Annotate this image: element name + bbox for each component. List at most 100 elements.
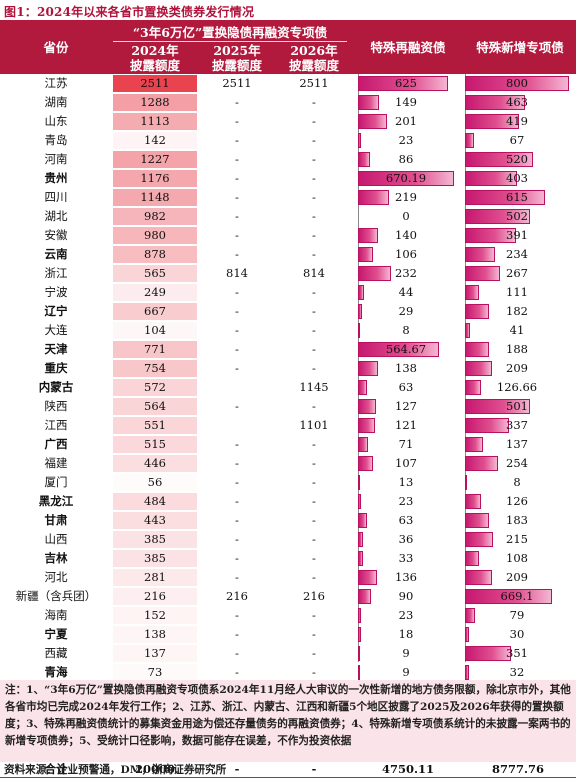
quota-2024-cell: 515: [113, 435, 197, 454]
quota-2025-cell: -: [235, 247, 239, 261]
quota-2024-value: 281: [144, 570, 166, 584]
refinance-value: 107: [395, 456, 417, 470]
province-cell: 山西: [44, 532, 68, 546]
new-special-value: 669.1: [500, 589, 534, 603]
new-special-bar: [465, 114, 520, 129]
quota-2024-value: 137: [144, 646, 166, 660]
total-row: 合计 20000 - - 4750.11 8777.76: [0, 760, 576, 779]
quota-2024-cell: 878: [113, 245, 197, 264]
new-special-value: 391: [506, 228, 528, 242]
refinance-cell: 33: [358, 549, 458, 568]
refinance-bar: [358, 551, 363, 566]
quota-2025-cell: -: [235, 228, 239, 242]
quota-2024-cell: 564: [113, 397, 197, 416]
refinance-bar: [358, 627, 361, 642]
quota-2024-heat: [113, 455, 197, 472]
quota-2024-cell: 142: [113, 131, 197, 150]
new-special-cell: 351: [465, 644, 571, 663]
quota-2026-cell: -: [312, 247, 316, 261]
refinance-cell: 23: [358, 131, 458, 150]
new-special-bar: [465, 247, 496, 262]
table-row: 宁夏 138 - - 18 30: [0, 625, 576, 644]
new-special-bar: [465, 494, 482, 509]
quota-2024-heat: [113, 569, 197, 586]
refinance-cell: 44: [358, 283, 458, 302]
table-row: 云南 878 - - 106 234: [0, 245, 576, 264]
refinance-bar: [358, 228, 379, 243]
new-special-value: 254: [506, 456, 528, 470]
total-refinance: 4750.11: [381, 762, 434, 776]
new-special-cell: 126.66: [465, 378, 571, 397]
new-special-cell: 67: [465, 131, 571, 150]
province-cell: 宁夏: [44, 627, 68, 641]
new-special-cell: 41: [465, 321, 571, 340]
province-cell: 新疆（含兵团）: [15, 589, 97, 603]
quota-2026-cell: -: [312, 646, 316, 660]
new-special-cell: 183: [465, 511, 571, 530]
new-special-cell: 254: [465, 454, 571, 473]
quota-2024-value: 1176: [140, 171, 170, 185]
refinance-bar: [358, 323, 360, 338]
quota-2025-cell: -: [235, 570, 239, 584]
refinance-cell: 36: [358, 530, 458, 549]
quota-2024-cell: 565: [113, 264, 197, 283]
quota-2024-cell: 2511: [113, 74, 197, 93]
table-row: 大连 104 - - 8 41: [0, 321, 576, 340]
table-row: 河南 1227 - - 86 520: [0, 150, 576, 169]
refinance-cell: 0: [358, 207, 458, 226]
quota-2026-cell: -: [312, 570, 316, 584]
quota-2024-value: 56: [147, 475, 163, 489]
quota-2024-value: 385: [144, 532, 166, 546]
province-cell: 江西: [44, 418, 68, 432]
province-cell: 甘肃: [44, 513, 68, 527]
quota-2025-cell: -: [235, 513, 239, 527]
bottom-rule: [0, 777, 576, 778]
new-special-cell: 209: [465, 568, 571, 587]
province-cell: 宁波: [44, 285, 68, 299]
new-special-value: 79: [509, 608, 525, 622]
refinance-bar: [358, 342, 439, 357]
table-row: 厦门 56 - - 13 8: [0, 473, 576, 492]
quota-2024-cell: 104: [113, 321, 197, 340]
new-special-bar: [465, 228, 516, 243]
refinance-value: 36: [398, 532, 414, 546]
province-cell: 广西: [44, 437, 68, 451]
quota-2024-heat: [113, 588, 197, 605]
quota-2026-cell: -: [312, 437, 316, 451]
quota-2025-cell: -: [235, 437, 239, 451]
quota-2025-cell: -: [235, 361, 239, 375]
province-cell: 陕西: [44, 399, 68, 413]
notes: 注：1、“3年6万亿”置换隐债再融资专项债系2024年11月经人大审议的一次性新…: [0, 680, 576, 762]
quota-2024-cell: 56: [113, 473, 197, 492]
new-special-cell: 8: [465, 473, 571, 492]
quota-2024-cell: 1227: [113, 150, 197, 169]
new-special-cell: 182: [465, 302, 571, 321]
new-special-value: 188: [506, 342, 528, 356]
new-special-cell: 419: [465, 112, 571, 131]
refinance-bar: [358, 456, 374, 471]
quota-2026-cell: -: [312, 209, 316, 223]
quota-2024-heat: [113, 436, 197, 453]
quota-2024-value: 572: [144, 380, 166, 394]
quota-2026-cell: -: [312, 399, 316, 413]
quota-2024-cell: 152: [113, 606, 197, 625]
total-label: 合计: [44, 762, 68, 776]
refinance-value: 127: [395, 399, 417, 413]
quota-2024-heat: [113, 607, 197, 624]
new-special-value: 463: [506, 95, 528, 109]
quota-2024-value: 249: [144, 285, 166, 299]
province-cell: 海南: [44, 608, 68, 622]
refinance-bar: [358, 190, 390, 205]
new-special-bar: [465, 323, 471, 338]
refinance-value: 121: [395, 418, 417, 432]
quota-2024-cell: 551: [113, 416, 197, 435]
quota-2024-value: 771: [144, 342, 166, 356]
total-new-special: 8777.76: [491, 762, 544, 776]
new-special-cell: 463: [465, 93, 571, 112]
quota-2025-cell: -: [235, 152, 239, 166]
quota-2024-cell: 1148: [113, 188, 197, 207]
quota-2025-cell: -: [235, 475, 239, 489]
new-special-value: 337: [506, 418, 528, 432]
quota-2024-heat: [113, 664, 197, 681]
new-special-cell: 137: [465, 435, 571, 454]
